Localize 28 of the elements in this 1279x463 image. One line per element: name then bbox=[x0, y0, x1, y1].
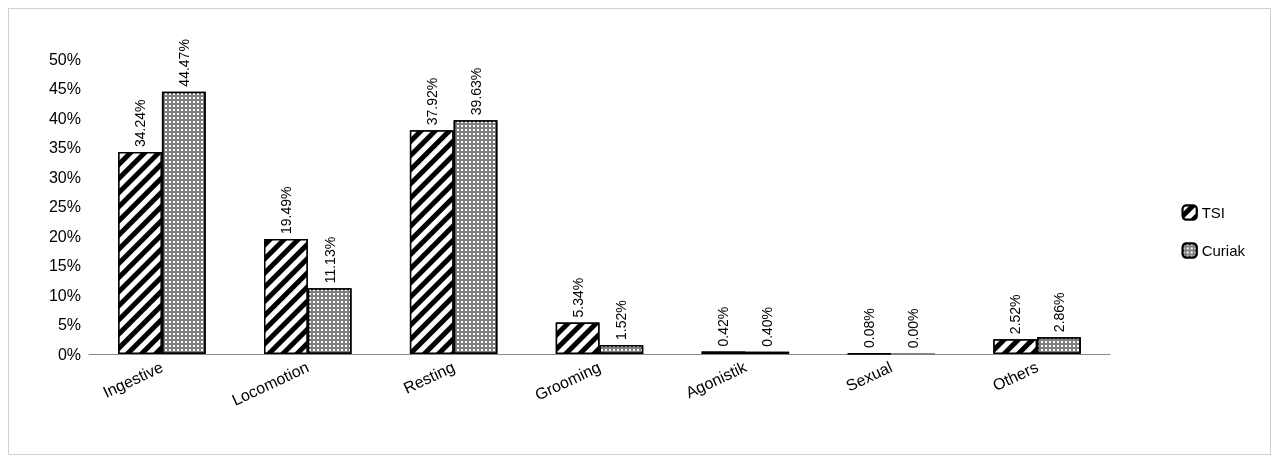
data-label: 44.47% bbox=[175, 39, 192, 87]
data-label: 34.24% bbox=[132, 99, 149, 147]
data-label: 1.52% bbox=[613, 300, 630, 341]
y-tick-label: 0% bbox=[57, 345, 81, 363]
y-tick-label: 40% bbox=[48, 109, 81, 127]
data-label: 37.92% bbox=[423, 77, 440, 126]
data-label: 39.63% bbox=[467, 67, 484, 116]
data-label: 0.08% bbox=[861, 308, 878, 349]
data-label: 0.40% bbox=[759, 306, 776, 347]
y-tick-label: 20% bbox=[48, 227, 81, 245]
y-tick-label: 30% bbox=[48, 168, 81, 186]
y-tick-label: 25% bbox=[48, 198, 81, 215]
data-label: 2.86% bbox=[1050, 292, 1067, 333]
data-label: 5.34% bbox=[569, 277, 586, 318]
y-tick-label: 15% bbox=[48, 257, 81, 274]
y-tick-label: 35% bbox=[48, 139, 81, 156]
data-label: 2.52% bbox=[1007, 294, 1024, 335]
data-label: 19.49% bbox=[277, 186, 294, 235]
legend-label: Curiak bbox=[1201, 242, 1246, 259]
y-tick-label: 50% bbox=[48, 50, 81, 68]
legend-label: TSI bbox=[1201, 204, 1225, 221]
y-tick-label: 5% bbox=[57, 316, 81, 333]
data-label: 0.42% bbox=[715, 306, 732, 347]
data-label: 0.00% bbox=[905, 308, 922, 349]
y-tick-label: 45% bbox=[48, 80, 81, 97]
y-tick-label: 10% bbox=[48, 286, 81, 304]
x-tick-label: Others bbox=[990, 358, 1041, 394]
data-label: 11.13% bbox=[321, 236, 338, 284]
